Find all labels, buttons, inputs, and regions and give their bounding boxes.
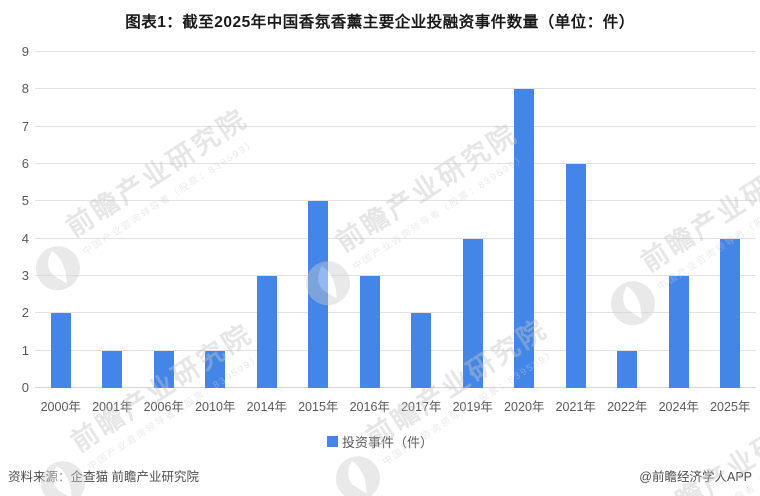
x-axis-tick-label: 2021年 xyxy=(555,400,596,414)
gridline-y4 xyxy=(35,237,756,239)
bar-2016年 xyxy=(359,276,380,388)
gridline-y8 xyxy=(35,88,756,90)
x-axis-tick-label: 2024年 xyxy=(658,400,699,414)
bar-2001年 xyxy=(102,350,123,388)
bar-2010年 xyxy=(205,350,226,388)
x-axis-tick-label: 2025年 xyxy=(710,400,751,414)
bar-2014年 xyxy=(256,276,277,388)
bar-2019年 xyxy=(462,238,483,388)
bar-2017年 xyxy=(411,313,432,388)
bar-2025年 xyxy=(720,238,741,388)
chart-title: 图表1：截至2025年中国香氛香薰主要企业投融资事件数量（单位：件） xyxy=(125,14,635,31)
bar-2015年 xyxy=(308,201,329,388)
y-axis-tick-label: 8 xyxy=(21,81,29,97)
x-axis-tick-label: 2019年 xyxy=(452,400,493,414)
y-axis-tick-label: 7 xyxy=(21,118,29,134)
x-axis-tick-label: 2014年 xyxy=(246,400,287,414)
bar-2024年 xyxy=(668,276,689,388)
x-axis-tick-label: 2015年 xyxy=(298,400,339,414)
bar-2020年 xyxy=(514,89,535,388)
gridline-y3 xyxy=(35,275,756,276)
gridline-y1 xyxy=(35,349,756,351)
y-axis-tick-label: 3 xyxy=(21,268,29,283)
x-axis-tick-label: 2001年 xyxy=(92,400,133,414)
credit-note: @前瞻经济学人APP xyxy=(639,470,752,484)
x-axis-tick-label: 2017年 xyxy=(401,400,442,414)
gridline-y0 xyxy=(35,387,756,388)
y-axis-tick-label: 5 xyxy=(21,193,29,209)
x-axis-tick-label: 2000年 xyxy=(40,400,81,414)
y-axis-tick-label: 6 xyxy=(21,156,29,171)
legend-swatch-icon xyxy=(326,436,338,447)
plot-area: 0 1 2 3 4 5 6 7 8 9 2000年 2001年 2006年 2010年 2014年 2015… xyxy=(22,44,756,414)
bar-2021年 xyxy=(565,164,586,388)
gridline-y9 xyxy=(35,51,756,52)
legend-label: 投资事件（件） xyxy=(341,435,433,450)
gridline-y5 xyxy=(35,200,756,202)
gridline-y7 xyxy=(35,125,756,127)
bar-2000年 xyxy=(50,313,71,388)
gridline-y2 xyxy=(35,312,756,314)
bar-2022年 xyxy=(617,350,638,388)
bar-2006年 xyxy=(153,350,174,388)
source-note: 资料来源：企查猫 前瞻产业研究院 xyxy=(8,470,199,484)
bars-layer: 2000年 2001年 2006年 2010年 2014年 2015年 2016年 2017年… xyxy=(35,52,756,414)
y-axis-tick-label: 2 xyxy=(21,305,29,321)
x-axis-tick-label: 2010年 xyxy=(195,400,236,414)
y-axis-tick-label: 1 xyxy=(21,342,29,358)
y-axis-tick-label: 9 xyxy=(21,44,29,59)
x-axis-tick-label: 2022年 xyxy=(607,400,648,414)
qianzhan-logo-icon xyxy=(328,448,389,496)
x-axis-tick-label: 2016年 xyxy=(349,400,390,414)
gridline-y6 xyxy=(35,163,756,164)
y-axis-tick-label: 4 xyxy=(21,230,29,246)
x-axis-tick-label: 2020年 xyxy=(504,400,545,414)
y-axis-tick-label: 0 xyxy=(21,380,29,395)
legend: 投资事件（件） xyxy=(0,432,760,451)
x-axis-tick-label: 2006年 xyxy=(143,400,184,414)
